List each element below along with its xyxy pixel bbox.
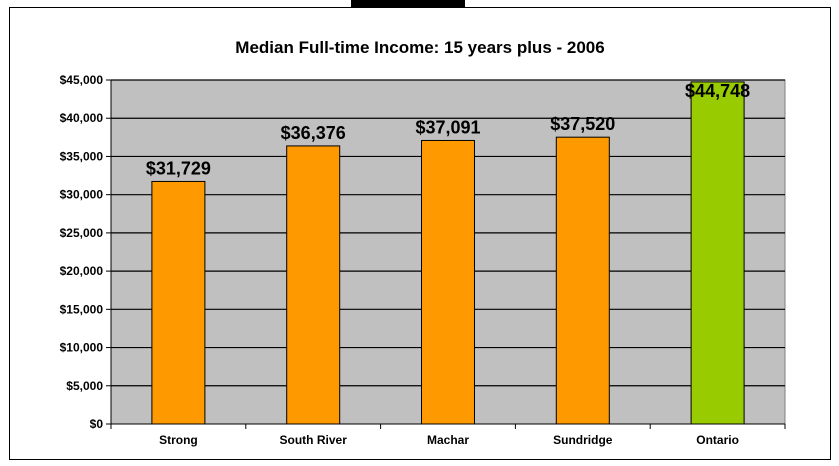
bar-ontario bbox=[690, 81, 745, 425]
bar-value-label: $37,520 bbox=[550, 114, 615, 134]
y-tick-label: $45,000 bbox=[60, 73, 104, 87]
bar-value-label: $37,091 bbox=[415, 117, 480, 137]
x-category-label: Ontario bbox=[696, 433, 739, 447]
y-tick-label: $0 bbox=[90, 417, 104, 431]
bar-strong bbox=[151, 180, 206, 425]
bar-machar bbox=[421, 139, 475, 425]
y-tick-label: $25,000 bbox=[60, 226, 104, 240]
y-tick-label: $20,000 bbox=[60, 264, 104, 278]
y-tick-label: $15,000 bbox=[60, 302, 104, 316]
x-category-label: South River bbox=[280, 433, 348, 447]
y-tick-label: $5,000 bbox=[66, 379, 103, 393]
bar-chart: Median Full-time Income: 15 years plus -… bbox=[60, 38, 786, 447]
chart-title: Median Full-time Income: 15 years plus -… bbox=[235, 38, 604, 57]
bar-value-labels: $31,729 $36,376 $37,091 $37,520 $44,748 bbox=[146, 81, 750, 178]
bar-value-label: $44,748 bbox=[685, 81, 750, 101]
bars bbox=[151, 81, 745, 425]
y-tick-label: $40,000 bbox=[60, 111, 104, 125]
x-category-label: Machar bbox=[427, 433, 469, 447]
x-category-label: Sundridge bbox=[553, 433, 613, 447]
bar-value-label: $31,729 bbox=[146, 158, 211, 178]
x-axis: Strong South River Machar Sundridge Ontario bbox=[110, 423, 786, 447]
y-tick-label: $30,000 bbox=[60, 188, 104, 202]
bar-value-label: $36,376 bbox=[281, 123, 346, 143]
y-axis: $0 $5,000 $10,000 $15,000 $20,000 $25,000 $30,… bbox=[60, 73, 112, 431]
chart-frame: Median Full-time Income: 15 years plus -… bbox=[9, 7, 831, 460]
bar-sundridge bbox=[555, 136, 610, 425]
x-category-label: Strong bbox=[159, 433, 198, 447]
y-tick-label: $35,000 bbox=[60, 149, 104, 163]
top-black-bar bbox=[351, 0, 465, 7]
bar-south-river bbox=[286, 145, 341, 425]
y-tick-label: $10,000 bbox=[60, 341, 104, 355]
